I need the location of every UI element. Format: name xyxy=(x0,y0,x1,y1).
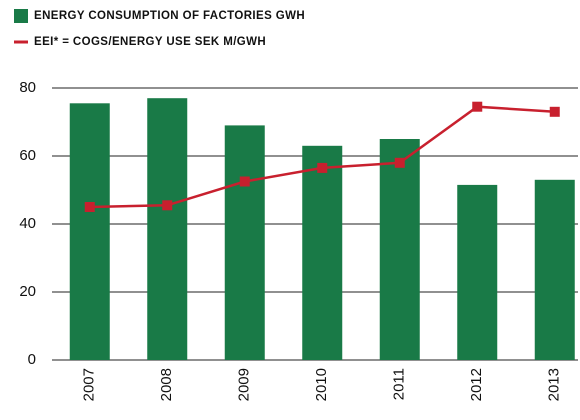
bar xyxy=(224,125,265,361)
x-tick-label: 2010 xyxy=(313,368,330,401)
x-tick-label: 2009 xyxy=(236,368,253,401)
x-tick-label: 2007 xyxy=(81,368,98,401)
y-tick-label: 60 xyxy=(19,147,36,164)
legend-label: EEI* = COGS/ENERGY USE SEK M/GWH xyxy=(34,36,266,48)
x-tick-label: 2013 xyxy=(546,368,563,401)
line-marker xyxy=(549,106,560,117)
line-marker xyxy=(239,176,250,187)
line-marker xyxy=(472,101,483,112)
x-tick-label: 2008 xyxy=(158,368,175,401)
bar xyxy=(457,184,498,360)
y-tick-label: 0 xyxy=(28,351,36,368)
bar xyxy=(379,139,420,360)
bar xyxy=(302,145,343,360)
line-marker xyxy=(84,202,95,212)
y-tick-label: 80 xyxy=(19,79,36,96)
x-tick-label: 2012 xyxy=(468,368,485,401)
bar xyxy=(534,179,575,360)
bar xyxy=(69,103,110,361)
y-tick-label: 40 xyxy=(19,215,36,232)
line-marker xyxy=(317,162,328,173)
y-tick-label: 20 xyxy=(19,283,36,300)
legend-swatch xyxy=(14,9,28,23)
legend-label: ENERGY CONSUMPTION OF FACTORIES GWH xyxy=(34,10,305,22)
x-tick-label: 2011 xyxy=(391,368,408,400)
line-marker xyxy=(394,157,405,168)
line-marker xyxy=(162,200,173,211)
bar xyxy=(147,98,188,360)
